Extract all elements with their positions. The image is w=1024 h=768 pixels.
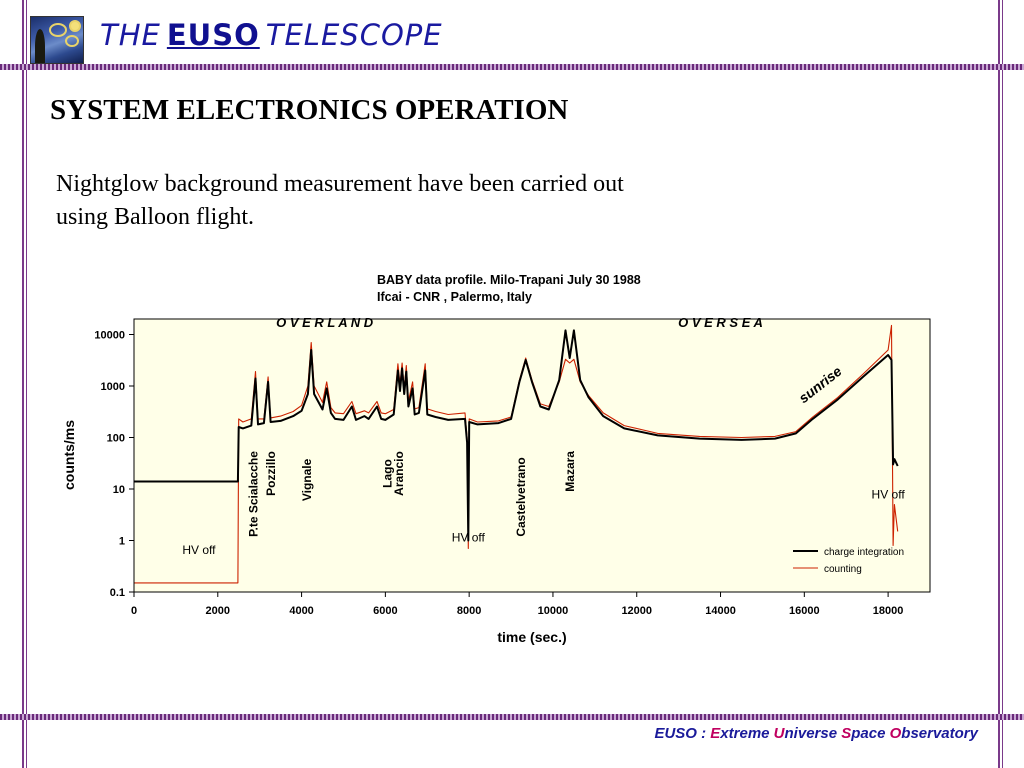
slide-body: Nightglow background measurement have be… (56, 168, 776, 234)
y-axis-label: counts/ms (61, 420, 77, 490)
hv-off-label: HV off (182, 543, 216, 557)
location-label: Vignale (300, 458, 314, 501)
x-tick-label: 4000 (289, 605, 313, 617)
top-band (0, 64, 1024, 70)
footer-initial: O (889, 725, 902, 742)
x-tick-label: 2000 (206, 605, 230, 617)
x-axis-label: time (sec.) (497, 629, 566, 645)
brand-prefix: THE (100, 18, 161, 52)
y-tick-label: 100 (107, 433, 125, 445)
footer-initial: E (710, 725, 721, 742)
body-line-1: Nightglow background measurement have be… (56, 171, 624, 197)
location-label: Lago (381, 459, 395, 488)
footer-part: pace (851, 725, 890, 742)
y-tick-label: 10000 (94, 330, 125, 342)
brand-title: THE EUSO TELESCOPE (100, 18, 443, 52)
location-label: Mazara (563, 451, 577, 492)
y-tick-label: 1000 (101, 381, 125, 393)
legend-entry: counting (824, 564, 862, 575)
footer-initial: S (841, 725, 852, 742)
y-tick-label: 1 (119, 536, 125, 548)
location-label: Arancio (392, 451, 406, 496)
slide-title: SYSTEM ELECTRONICS OPERATION (50, 94, 569, 126)
x-tick-label: 6000 (373, 605, 397, 617)
legend: charge integration counting (793, 547, 904, 575)
x-tick-label: 0 (131, 605, 137, 617)
bottom-band (0, 714, 1024, 720)
y-tick-label: 10 (113, 484, 125, 496)
x-tick-label: 14000 (705, 605, 736, 617)
plot-area (133, 318, 931, 593)
x-tick-label: 10000 (538, 605, 569, 617)
plot-frame (133, 318, 931, 593)
x-tick-label: 16000 (789, 605, 820, 617)
location-label: P.te Scialacche (247, 451, 261, 537)
x-tick-label: 12000 (621, 605, 652, 617)
location-label: Pozzillo (264, 451, 278, 496)
body-line-2: using Balloon flight. (56, 204, 254, 230)
hv-off-label: HV off (872, 488, 906, 502)
location-label: Castelvetrano (514, 457, 528, 536)
hv-off-label: HV off (452, 531, 486, 545)
footer-initial: U (773, 725, 785, 742)
right-border (998, 0, 1003, 768)
footer-part: bservatory (901, 725, 978, 742)
left-border (22, 0, 27, 768)
legend-entry: charge integration (824, 547, 904, 558)
footer-part: EUSO : (654, 725, 711, 742)
chart-title-line-2: Ifcai - CNR , Palermo, Italy (377, 290, 532, 304)
region-label: O V E R L A N D (276, 315, 374, 330)
brand-mid: EUSO (166, 18, 260, 52)
brand-suffix: TELESCOPE (265, 18, 443, 52)
y-tick-label: 0.1 (110, 587, 125, 599)
footer-part: niverse (784, 725, 842, 742)
chart-title-line-1: BABY data profile. Milo-Trapani July 30 … (377, 273, 641, 287)
x-tick-label: 8000 (457, 605, 481, 617)
footer-tagline: EUSO : Extreme Universe Space Observator… (654, 725, 978, 742)
starry-night-icon (30, 16, 84, 64)
x-tick-label: 18000 (873, 605, 904, 617)
series-line-charge-integration (134, 329, 899, 542)
footer-part: xtreme (720, 725, 774, 742)
region-label: O V E R S E A (678, 315, 763, 330)
